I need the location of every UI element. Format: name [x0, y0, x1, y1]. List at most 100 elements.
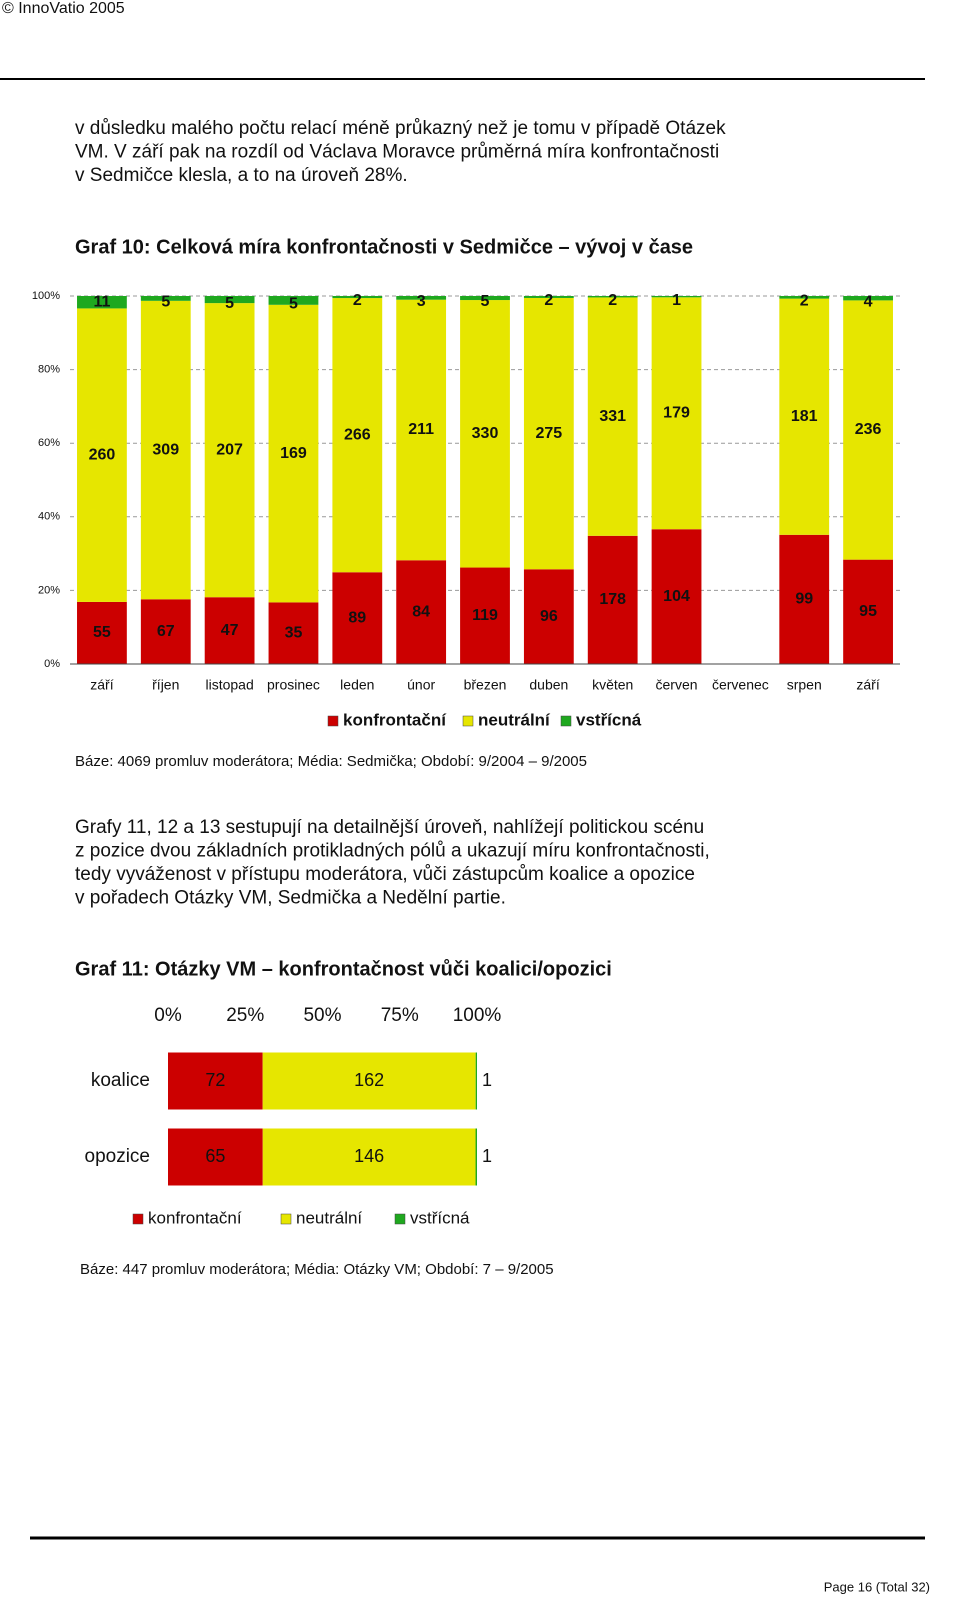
x-tick-label: prosinec: [267, 677, 320, 693]
x-tick-label: březen: [464, 677, 507, 693]
legend-label: neutrální: [478, 710, 551, 729]
bar-segment: [587, 535, 638, 664]
data-label: 211: [408, 421, 434, 438]
bar-segment: [268, 296, 319, 305]
chart-title: Graf 11: Otázky VM – konfrontačnost vůči…: [75, 958, 612, 980]
paragraph-line: v Sedmičce klesla, a to na úroveň 28%.: [75, 165, 408, 186]
paragraph-line: v pořadech Otázky VM, Sedmička a Nedělní…: [75, 888, 506, 909]
x-tick-label: leden: [340, 677, 374, 693]
bar-segment: [77, 601, 127, 664]
data-label: 260: [89, 446, 116, 463]
bar-segment: [587, 296, 638, 298]
legend-marker: [280, 1213, 292, 1225]
data-label: 309: [152, 441, 179, 458]
legend-marker: [327, 715, 339, 727]
bar-segment: [523, 297, 574, 570]
paragraph-line: Grafy 11, 12 a 13 sestupují na detailněj…: [75, 817, 704, 838]
data-label: 5: [225, 295, 234, 312]
y-tick-label: opozice: [85, 1146, 151, 1167]
bar-segment: [475, 1128, 477, 1186]
bar-segment: [460, 300, 510, 568]
data-label: 99: [795, 591, 813, 608]
data-label: 330: [472, 425, 499, 442]
bar-segment: [651, 529, 702, 664]
x-tick-label: 75%: [381, 1005, 419, 1026]
legend-label: vstřícná: [576, 710, 642, 729]
bar-segment: [262, 1052, 476, 1110]
bar-segment: [268, 602, 319, 664]
data-label: 178: [599, 591, 626, 608]
data-label: 55: [93, 624, 111, 641]
data-label: 35: [285, 624, 303, 641]
chart-note: Báze: 447 promluv moderátora; Média: Otá…: [80, 1261, 554, 1278]
bar-segment: [651, 296, 702, 298]
y-tick-label: 20%: [38, 584, 60, 596]
copyright: © InnoVatio 2005: [2, 0, 125, 17]
data-label: 275: [535, 425, 562, 442]
data-label: 2: [544, 292, 553, 309]
data-label: 266: [344, 426, 371, 443]
bar-segment: [332, 296, 383, 299]
data-label: 72: [205, 1070, 225, 1090]
x-tick-label: červenec: [712, 677, 769, 693]
bar-segment: [779, 296, 830, 299]
bar-segment: [779, 534, 830, 664]
data-label: 146: [354, 1146, 384, 1166]
bar-segment: [460, 567, 510, 664]
bar-segment: [843, 296, 893, 301]
chart-title: Graf 10: Celková míra konfrontačnosti v …: [75, 236, 693, 258]
data-label: 2: [800, 293, 809, 310]
legend-label: vstřícná: [410, 1208, 470, 1227]
x-tick-label: říjen: [152, 677, 179, 693]
bar-segment: [204, 597, 255, 664]
x-tick-label: únor: [407, 677, 435, 693]
bar-segment: [77, 308, 127, 602]
data-label: 104: [663, 588, 690, 605]
bar-segment: [460, 296, 510, 301]
data-label: 1: [482, 1146, 492, 1166]
chart-note: Báze: 4069 promluv moderátora; Média: Se…: [75, 753, 587, 770]
x-tick-label: 0%: [154, 1005, 182, 1026]
data-label: 5: [481, 293, 490, 310]
y-tick-label: 60%: [38, 437, 60, 449]
x-tick-label: srpen: [787, 677, 822, 693]
bar-segment: [651, 297, 702, 530]
bar-segment: [396, 296, 447, 300]
bar-segment: [332, 298, 383, 573]
x-tick-label: 25%: [226, 1005, 264, 1026]
data-label: 1: [672, 292, 681, 309]
bar-segment: [262, 1128, 476, 1186]
y-tick-label: koalice: [91, 1070, 150, 1091]
data-label: 4: [864, 293, 873, 310]
bar-segment: [140, 599, 191, 664]
x-tick-label: 50%: [303, 1005, 341, 1026]
data-label: 169: [280, 445, 307, 462]
data-label: 1: [482, 1070, 492, 1090]
legend-label: konfrontační: [343, 710, 447, 729]
bar-segment: [523, 296, 574, 298]
x-tick-label: listopad: [205, 677, 253, 693]
y-tick-label: 80%: [38, 364, 60, 376]
x-tick-label: 100%: [453, 1005, 502, 1026]
bar-segment: [396, 299, 447, 561]
y-tick-label: 0%: [44, 658, 60, 670]
bar-segment: [332, 572, 383, 664]
x-tick-label: duben: [529, 677, 568, 693]
bar-segment: [779, 298, 830, 535]
data-label: 2: [608, 292, 617, 309]
legend-marker: [462, 715, 474, 727]
data-label: 65: [205, 1146, 225, 1166]
page-number: Page 16 (Total 32): [824, 1579, 930, 1594]
paragraph-line: tedy vyváženost v přístupu moderátora, v…: [75, 864, 695, 885]
legend-marker: [394, 1213, 406, 1225]
data-label: 11: [93, 293, 110, 310]
bar-segment: [168, 1052, 263, 1110]
data-label: 331: [599, 408, 626, 425]
data-label: 5: [161, 294, 170, 311]
paragraph-line: v důsledku malého počtu relací méně průk…: [75, 118, 726, 139]
bar-segment: [168, 1128, 263, 1186]
data-label: 3: [417, 293, 426, 310]
data-label: 207: [216, 441, 243, 458]
